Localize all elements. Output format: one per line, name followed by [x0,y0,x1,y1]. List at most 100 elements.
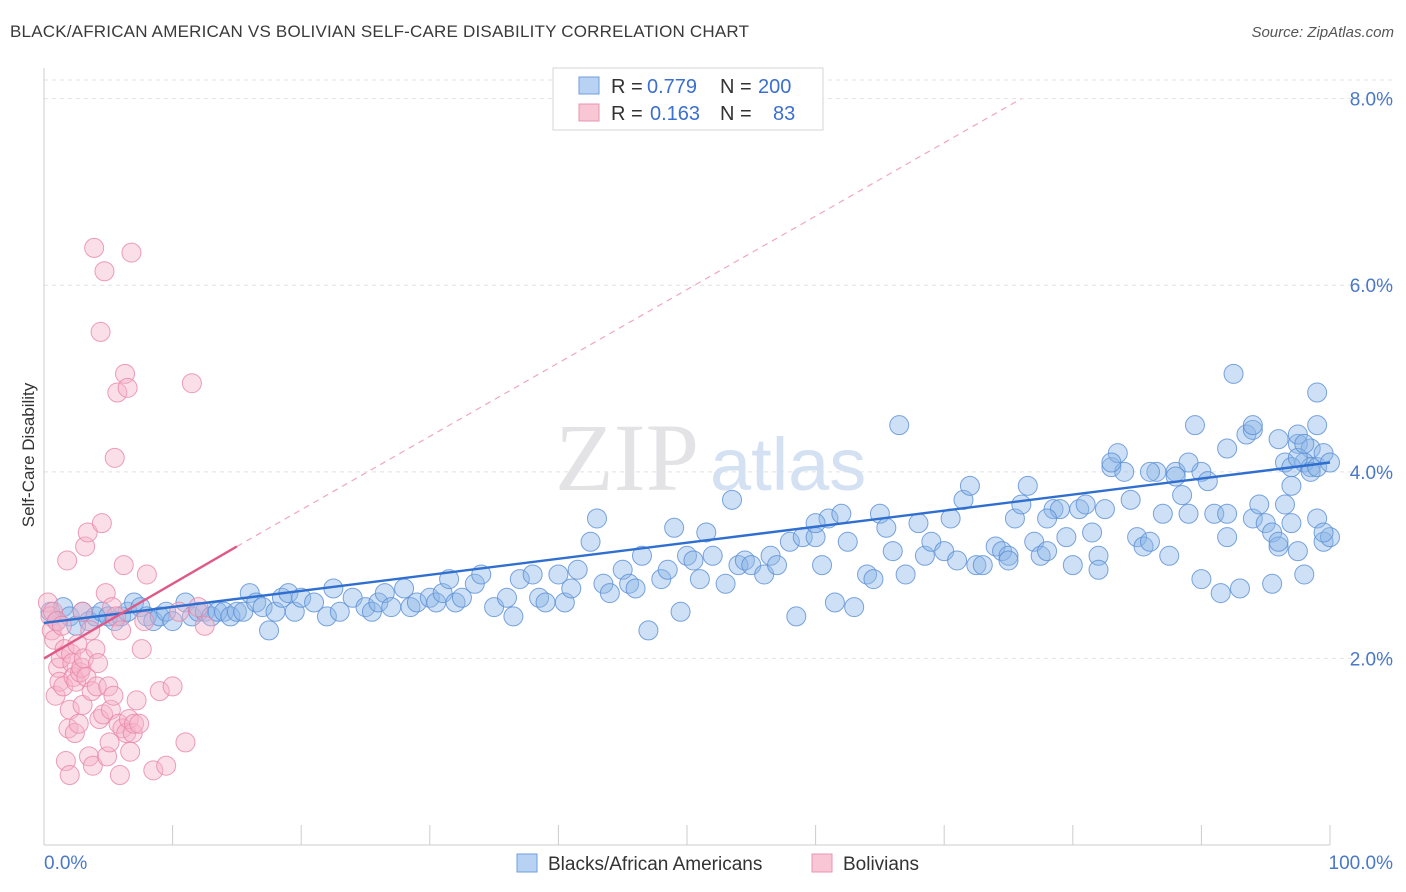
legend-r-value-2: 0.163 [650,103,700,125]
x-tick-label-0: 0.0% [44,853,87,874]
point-blacks-72 [586,508,607,529]
point-blacks-114 [908,513,929,534]
point-blacks-108 [863,569,884,590]
point-blacks-148 [1139,531,1160,552]
axes [43,68,1331,846]
point-bolivians-80 [194,615,215,636]
point-bolivians-81 [59,765,80,786]
point-bolivians-75 [162,676,183,697]
point-bolivians-63 [120,741,141,762]
point-blacks-55 [439,569,460,590]
point-blacks-90 [722,489,743,510]
point-blacks-170 [1281,475,1302,496]
bottom-legend-swatch-blue [516,853,538,873]
point-blacks-177 [805,513,826,534]
point-blacks-87 [696,522,717,543]
legend-n-value-2: 83 [773,103,795,125]
point-blacks-48 [381,597,402,618]
point-blacks-181 [1191,569,1212,590]
point-blacks-183 [1242,419,1263,440]
point-bolivians-68 [129,713,150,734]
bottom-legend-label-bolivians: Bolivians [843,854,919,875]
point-blacks-83 [670,601,691,622]
point-blacks-198 [1139,461,1160,482]
point-blacks-174 [1307,415,1328,436]
point-bolivians-73 [149,681,170,702]
point-blacks-101 [812,555,833,576]
point-blacks-196 [1037,508,1058,529]
y-tick-label-3: 8.0% [1350,90,1393,111]
point-blacks-61 [496,587,517,608]
point-blacks-78 [631,545,652,566]
legend-swatch-blue [578,76,600,95]
point-bolivians-51 [104,447,125,468]
chart-title: BLACK/AFRICAN AMERICAN VS BOLIVIAN SELF-… [10,22,750,41]
point-blacks-155 [1184,415,1205,436]
point-blacks-98 [786,606,807,627]
point-bolivians-37 [86,676,107,697]
point-blacks-128 [1011,494,1032,515]
legend-n-label-1: N = [720,76,752,98]
point-blacks-70 [567,559,588,580]
point-blacks-42 [329,601,350,622]
point-blacks-32 [252,597,273,618]
point-blacks-33 [259,620,280,641]
point-blacks-111 [882,541,903,562]
point-blacks-62 [503,606,524,627]
point-blacks-202 [1268,429,1289,450]
point-blacks-169 [1274,494,1295,515]
point-blacks-191 [1313,522,1334,543]
legend-n-label-2: N = [720,103,752,125]
point-blacks-140 [1088,545,1109,566]
point-blacks-159 [1210,583,1231,604]
point-bolivians-53 [107,382,128,403]
point-blacks-40 [316,606,337,627]
point-blacks-122 [966,555,987,576]
point-blacks-161 [1223,363,1244,384]
trend-line-1 [43,545,238,660]
point-blacks-187 [1287,541,1308,562]
point-blacks-136 [1062,555,1083,576]
trend-extension-1 [236,98,1022,547]
point-blacks-179 [1088,559,1109,580]
point-blacks-64 [522,564,543,585]
point-blacks-160 [1217,527,1238,548]
point-blacks-77 [625,578,646,599]
y-tick-label-2: 6.0% [1350,276,1393,297]
point-bolivians-64 [121,242,142,263]
point-bolivians-34 [82,755,103,776]
point-blacks-105 [837,531,858,552]
grid [44,79,1395,659]
point-blacks-82 [664,517,685,538]
point-blacks-168 [1268,536,1289,557]
x-tick-label-1: 100.0% [1329,853,1394,874]
point-blacks-153 [1172,485,1193,506]
point-blacks-135 [1056,527,1077,548]
point-bolivians-35 [84,237,105,258]
point-bolivians-38 [88,653,109,674]
point-blacks-184 [1262,573,1283,594]
point-blacks-71 [580,531,601,552]
bottom-legend-swatch-pink [811,853,833,873]
point-blacks-197 [1101,452,1122,473]
point-blacks-81 [657,559,678,580]
watermark-zip: ZIP [555,404,699,511]
legend-r-value-1: 0.779 [647,76,697,98]
point-blacks-102 [818,508,839,529]
point-blacks-79 [638,620,659,641]
watermark-atlas: atlas [710,423,866,506]
legend-n-value-1: 200 [758,76,791,98]
point-blacks-106 [844,597,865,618]
point-bolivians-47 [99,732,120,753]
point-bolivians-43 [94,261,115,282]
point-blacks-88 [702,545,723,566]
point-blacks-150 [1152,503,1173,524]
point-bolivians-78 [181,373,202,394]
point-blacks-96 [767,555,788,576]
point-bolivians-79 [188,597,209,618]
point-blacks-67 [548,564,569,585]
point-bolivians-56 [111,620,132,641]
point-bolivians-30 [77,522,98,543]
point-blacks-141 [1094,499,1115,520]
